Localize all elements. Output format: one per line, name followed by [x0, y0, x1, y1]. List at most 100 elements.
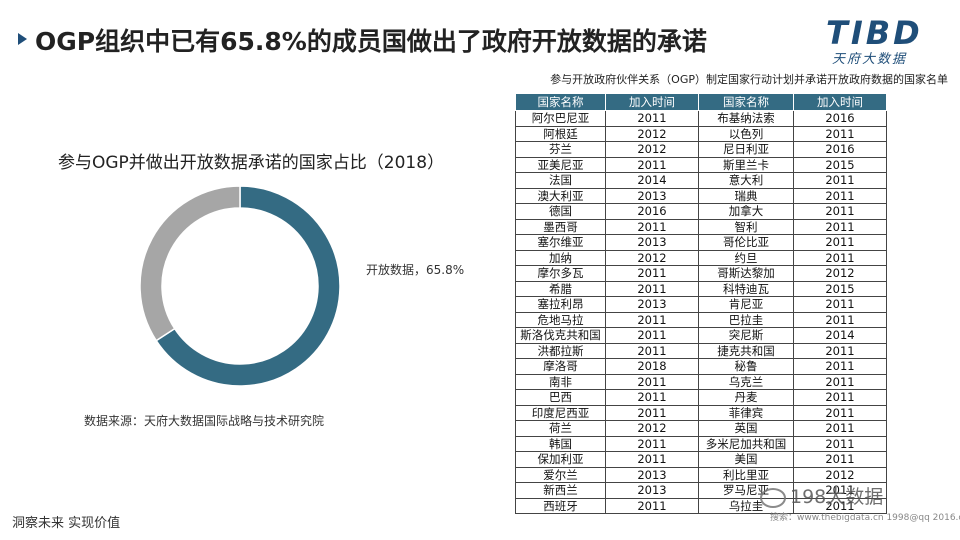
watermark-subtext: 搜索：www.thebigdata.cn 1998@qq 2016.com — [770, 513, 960, 523]
cell-join-year: 2013 — [605, 187, 699, 204]
cell-country: 哥伦比亚 — [698, 234, 794, 251]
cell-country: 荷兰 — [515, 420, 606, 437]
cell-join-year: 2011 — [793, 172, 887, 189]
cell-join-year: 2011 — [793, 342, 887, 359]
table-row: 亚美尼亚 2011 斯里兰卡 2015 — [515, 156, 887, 173]
table-row: 塞拉利昂 2013 肯尼亚 2011 — [515, 296, 887, 313]
cell-country: 丹麦 — [698, 389, 794, 406]
cell-country: 智利 — [698, 218, 794, 235]
cell-country: 乌克兰 — [698, 373, 794, 390]
cell-country: 巴西 — [515, 389, 606, 406]
cell-join-year: 2015 — [793, 156, 887, 173]
cell-country: 科特迪瓦 — [698, 280, 794, 297]
cell-join-year: 2011 — [793, 234, 887, 251]
cell-country: 洪都拉斯 — [515, 342, 606, 359]
table-row: 加纳 2012 约旦 2011 — [515, 249, 887, 266]
cell-country: 芬兰 — [515, 141, 606, 158]
cell-country: 瑞典 — [698, 187, 794, 204]
cell-country: 保加利亚 — [515, 451, 606, 468]
cell-join-year: 2012 — [793, 265, 887, 282]
cell-join-year: 2012 — [793, 466, 887, 483]
cell-join-year: 2011 — [793, 203, 887, 220]
page-title: OGP组织中已有65.8%的成员国做出了政府开放数据的承诺 — [35, 27, 707, 56]
cell-country: 斯里兰卡 — [698, 156, 794, 173]
footer-slogan: 洞察未来 实现价值 — [12, 516, 121, 531]
cell-join-year: 2013 — [605, 234, 699, 251]
header-country: 国家名称 — [698, 93, 794, 111]
cell-country: 摩洛哥 — [515, 358, 606, 375]
cell-country: 新西兰 — [515, 482, 606, 499]
cell-country: 尼日利亚 — [698, 141, 794, 158]
cell-join-year: 2011 — [793, 311, 887, 328]
wechat-icon — [760, 487, 786, 508]
title-bullet-icon — [18, 33, 27, 45]
cell-join-year: 2011 — [605, 280, 699, 297]
cell-country: 捷克共和国 — [698, 342, 794, 359]
cell-join-year: 2011 — [793, 404, 887, 421]
cell-country: 约旦 — [698, 249, 794, 266]
header-join-year: 加入时间 — [605, 93, 699, 111]
header-join-year: 加入时间 — [793, 93, 887, 111]
table-row: 墨西哥 2011 智利 2011 — [515, 218, 887, 235]
cell-join-year: 2011 — [605, 389, 699, 406]
cell-join-year: 2015 — [793, 280, 887, 297]
cell-join-year: 2012 — [605, 141, 699, 158]
cell-join-year: 2011 — [793, 420, 887, 437]
table-row: 印度尼西亚 2011 菲律宾 2011 — [515, 404, 887, 421]
slice-label-open-data: 开放数据，65.8% — [366, 263, 465, 277]
cell-country: 多米尼加共和国 — [698, 435, 794, 452]
cell-country: 亚美尼亚 — [515, 156, 606, 173]
table-row: 巴西 2011 丹麦 2011 — [515, 389, 887, 406]
cell-country: 德国 — [515, 203, 606, 220]
cell-join-year: 2012 — [605, 125, 699, 142]
table-row: 希腊 2011 科特迪瓦 2015 — [515, 280, 887, 297]
cell-join-year: 2012 — [605, 420, 699, 437]
cell-join-year: 2012 — [605, 249, 699, 266]
cell-country: 塞拉利昂 — [515, 296, 606, 313]
cell-join-year: 2011 — [793, 373, 887, 390]
cell-join-year: 2016 — [793, 110, 887, 127]
cell-country: 加纳 — [515, 249, 606, 266]
logo-subtext: 天府大数据 — [832, 52, 908, 67]
cell-country: 希腊 — [515, 280, 606, 297]
table-row: 摩洛哥 2018 秘鲁 2011 — [515, 358, 887, 375]
cell-join-year: 2011 — [605, 497, 699, 514]
cell-country: 斯洛伐克共和国 — [515, 327, 606, 344]
logo-text: TIBD — [826, 14, 923, 52]
donut-chart — [140, 186, 340, 386]
table-row: 阿尔巴尼亚 2011 布基纳法索 2016 — [515, 110, 887, 127]
table-row: 荷兰 2012 英国 2011 — [515, 420, 887, 437]
cell-country: 西班牙 — [515, 497, 606, 514]
cell-country: 布基纳法索 — [698, 110, 794, 127]
cell-country: 美国 — [698, 451, 794, 468]
table-row: 塞尔维亚 2013 哥伦比亚 2011 — [515, 234, 887, 251]
cell-join-year: 2011 — [605, 218, 699, 235]
cell-join-year: 2011 — [605, 342, 699, 359]
table-subtitle: 参与开放政府伙伴关系（OGP）制定国家行动计划并承诺开放政府数据的国家名单 — [550, 73, 948, 86]
cell-country: 印度尼西亚 — [515, 404, 606, 421]
country-table: 国家名称 加入时间 国家名称 加入时间 阿尔巴尼亚 2011 布基纳法索 2016 阿根… — [515, 93, 887, 514]
table-row: 澳大利亚 2013 瑞典 2011 — [515, 187, 887, 204]
cell-join-year: 2013 — [605, 466, 699, 483]
cell-country: 阿尔巴尼亚 — [515, 110, 606, 127]
cell-country: 加拿大 — [698, 203, 794, 220]
table-row: 爱尔兰 2013 利比里亚 2012 — [515, 466, 887, 483]
cell-country: 澳大利亚 — [515, 187, 606, 204]
cell-country: 韩国 — [515, 435, 606, 452]
table-row: 危地马拉 2011 巴拉圭 2011 — [515, 311, 887, 328]
slice-other — [140, 186, 241, 342]
cell-country: 菲律宾 — [698, 404, 794, 421]
cell-join-year: 2011 — [605, 404, 699, 421]
cell-country: 危地马拉 — [515, 311, 606, 328]
header-country: 国家名称 — [515, 93, 606, 111]
cell-join-year: 2011 — [605, 265, 699, 282]
table-row: 摩尔多瓦 2011 哥斯达黎加 2012 — [515, 265, 887, 282]
cell-join-year: 2014 — [793, 327, 887, 344]
cell-join-year: 2011 — [605, 110, 699, 127]
table-row: 西班牙 2011 乌拉圭 2011 — [515, 497, 887, 514]
cell-country: 哥斯达黎加 — [698, 265, 794, 282]
cell-country: 法国 — [515, 172, 606, 189]
cell-join-year: 2011 — [793, 125, 887, 142]
cell-join-year: 2011 — [793, 187, 887, 204]
cell-country: 摩尔多瓦 — [515, 265, 606, 282]
